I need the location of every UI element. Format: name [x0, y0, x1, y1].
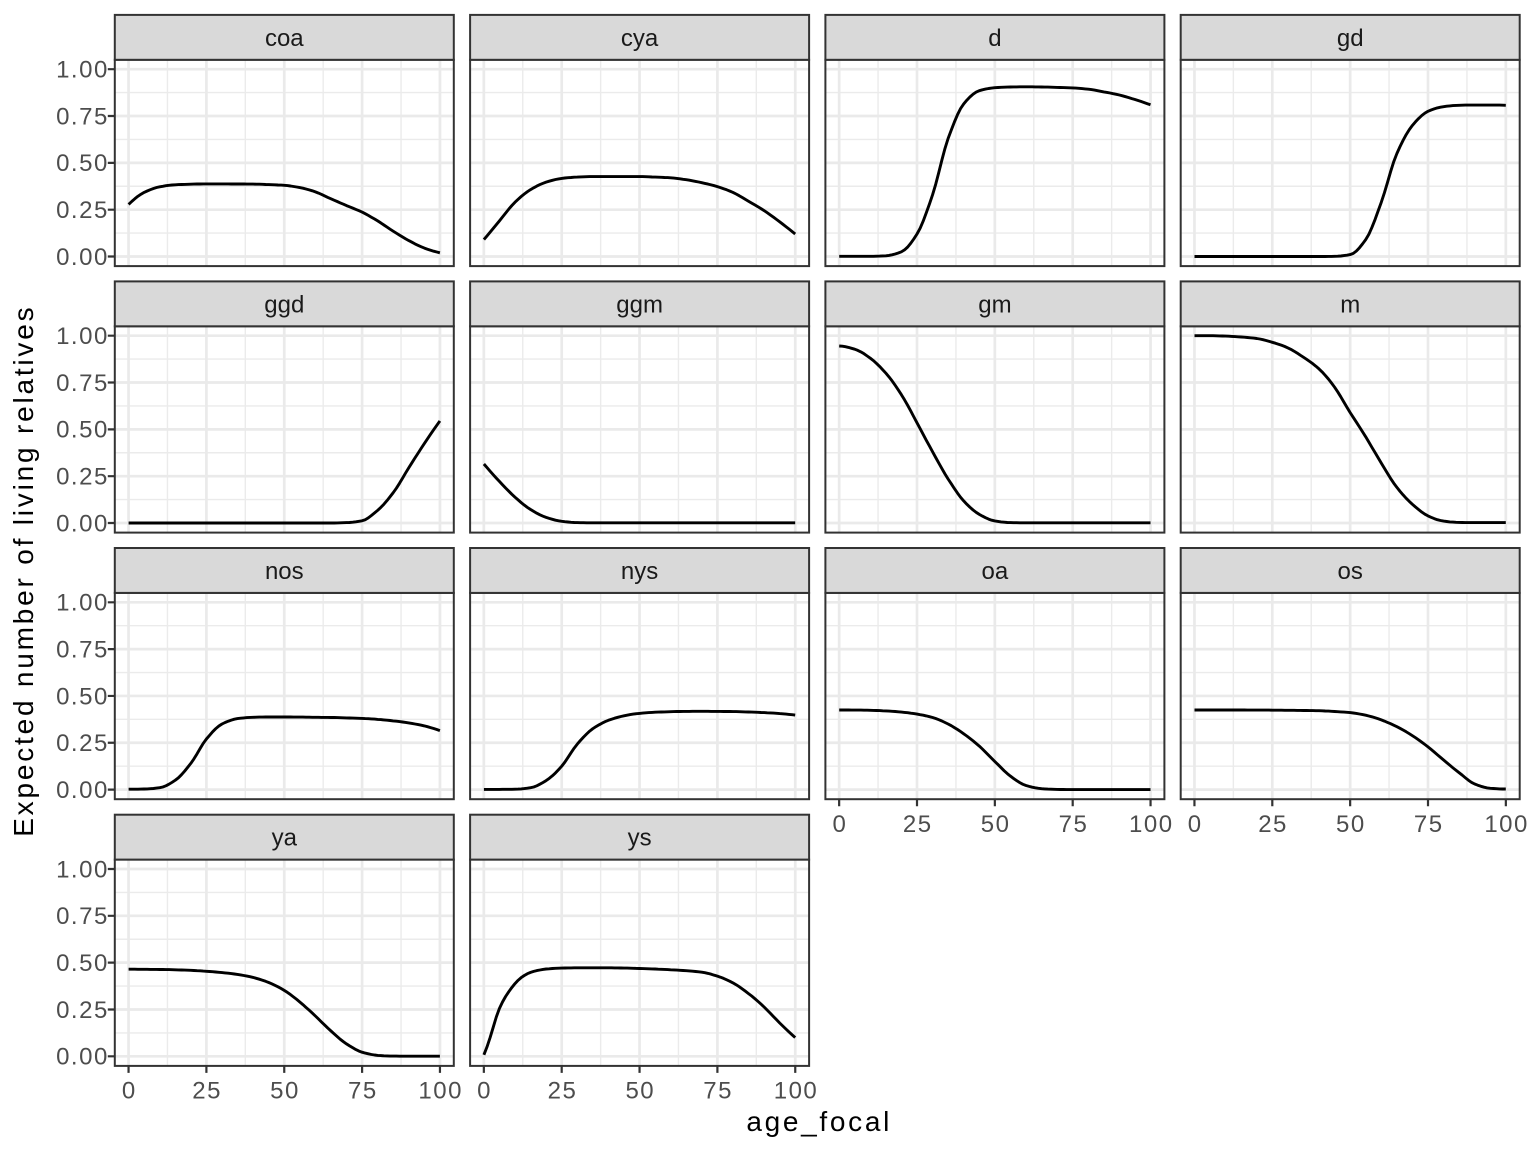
svg-text:oa: oa: [982, 558, 1009, 585]
svg-text:0.00: 0.00: [56, 510, 109, 537]
svg-text:0.50: 0.50: [56, 150, 109, 177]
svg-text:ggm: ggm: [616, 291, 663, 318]
svg-text:d: d: [988, 25, 1001, 52]
svg-text:75: 75: [703, 1078, 733, 1105]
svg-text:25: 25: [903, 811, 933, 838]
svg-text:50: 50: [270, 1078, 300, 1105]
svg-text:coa: coa: [265, 25, 304, 52]
svg-text:gd: gd: [1337, 25, 1364, 52]
svg-text:nos: nos: [265, 558, 304, 585]
svg-text:25: 25: [1258, 811, 1288, 838]
svg-text:1.00: 1.00: [56, 323, 109, 350]
svg-text:75: 75: [1059, 811, 1089, 838]
svg-text:age_focal: age_focal: [746, 1106, 892, 1137]
svg-text:25: 25: [548, 1078, 578, 1105]
svg-text:0.50: 0.50: [56, 683, 109, 710]
svg-text:50: 50: [625, 1078, 655, 1105]
svg-text:0.75: 0.75: [56, 370, 109, 397]
svg-text:0.25: 0.25: [56, 730, 109, 757]
svg-text:gm: gm: [978, 291, 1011, 318]
svg-text:100: 100: [1129, 811, 1174, 838]
svg-text:100: 100: [1484, 811, 1529, 838]
svg-text:Expected number of living rela: Expected number of living relatives: [8, 305, 39, 837]
svg-text:0.00: 0.00: [56, 1044, 109, 1071]
svg-text:100: 100: [774, 1078, 819, 1105]
svg-text:1.00: 1.00: [56, 57, 109, 84]
svg-text:0: 0: [122, 1078, 137, 1105]
svg-text:0.75: 0.75: [56, 636, 109, 663]
svg-text:ya: ya: [272, 825, 298, 852]
svg-text:0.00: 0.00: [56, 244, 109, 271]
svg-text:50: 50: [1336, 811, 1366, 838]
svg-text:75: 75: [1414, 811, 1444, 838]
svg-text:0.75: 0.75: [56, 103, 109, 130]
svg-text:0.25: 0.25: [56, 463, 109, 490]
svg-text:nys: nys: [621, 558, 658, 585]
svg-text:0: 0: [832, 811, 847, 838]
svg-text:0: 0: [1188, 811, 1203, 838]
svg-text:25: 25: [192, 1078, 222, 1105]
svg-text:os: os: [1338, 558, 1363, 585]
svg-text:1.00: 1.00: [56, 856, 109, 883]
svg-text:50: 50: [981, 811, 1011, 838]
svg-text:0.25: 0.25: [56, 197, 109, 224]
svg-text:cya: cya: [621, 25, 659, 52]
svg-text:0.25: 0.25: [56, 997, 109, 1024]
svg-text:0.50: 0.50: [56, 950, 109, 977]
svg-text:m: m: [1340, 291, 1360, 318]
svg-text:ys: ys: [628, 825, 652, 852]
svg-text:0: 0: [477, 1078, 492, 1105]
svg-text:0.00: 0.00: [56, 777, 109, 804]
svg-text:0.50: 0.50: [56, 417, 109, 444]
svg-text:75: 75: [348, 1078, 378, 1105]
svg-text:ggd: ggd: [264, 291, 304, 318]
svg-text:0.75: 0.75: [56, 903, 109, 930]
svg-text:1.00: 1.00: [56, 590, 109, 617]
svg-text:100: 100: [418, 1078, 463, 1105]
